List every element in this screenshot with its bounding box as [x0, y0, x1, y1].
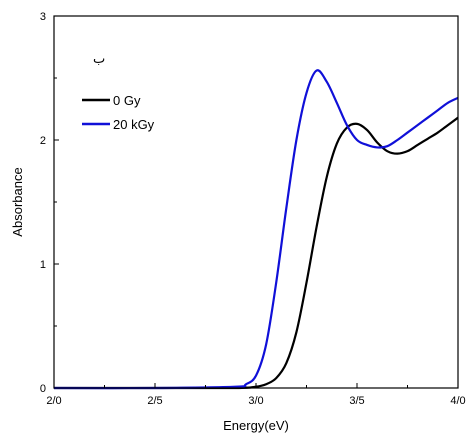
annotation-label: ب	[93, 52, 105, 67]
x-axis-title: Energy(eV)	[223, 418, 289, 433]
y-tick-label: 1	[40, 259, 46, 271]
x-tick-label: 2/5	[147, 395, 162, 407]
legend: 0 Gy 20 kGy	[82, 93, 155, 132]
x-tick-label: 3/0	[248, 395, 263, 407]
legend-label: 0 Gy	[113, 93, 141, 108]
x-tick-label: 2/0	[46, 395, 61, 407]
series-line-1	[53, 69, 459, 390]
legend-label: 20 kGy	[113, 117, 155, 132]
series-line-0	[53, 116, 459, 390]
x-tick-label: 3/5	[349, 395, 364, 407]
x-tick-label: 4/0	[450, 395, 465, 407]
axis-tick-labels: 2/0 2/5 3/0 3/5 4/0 0 1 2 3	[40, 11, 466, 407]
y-tick-label: 0	[40, 383, 46, 395]
y-tick-label: 3	[40, 11, 46, 23]
plot-frame	[53, 15, 459, 389]
axis-ticks	[53, 15, 459, 389]
plot-lines	[53, 69, 459, 390]
y-tick-label: 2	[40, 135, 46, 147]
y-axis-title: Absorbance	[10, 167, 25, 236]
